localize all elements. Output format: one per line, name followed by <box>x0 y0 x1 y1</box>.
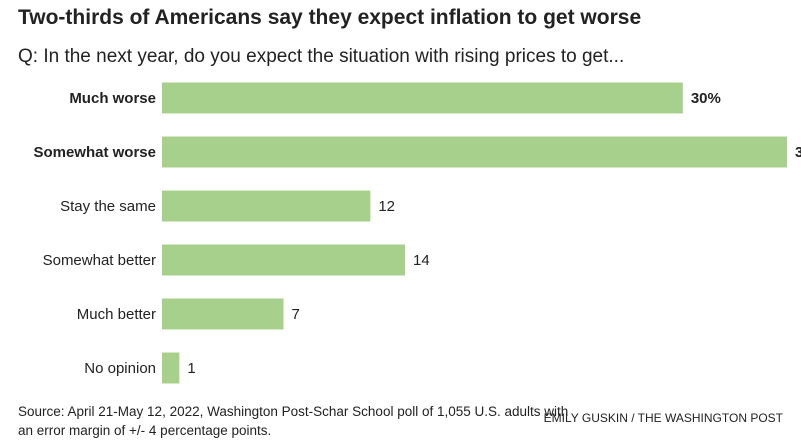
bar <box>162 82 683 114</box>
bar <box>162 244 406 276</box>
value-label: 30% <box>691 90 721 107</box>
value-label: 7 <box>292 306 300 323</box>
credit-line: EMILY GUSKIN / THE WASHINGTON POST <box>543 411 783 425</box>
chart-subtitle: Q: In the next year, do you expect the s… <box>18 46 625 67</box>
bar <box>162 298 284 330</box>
value-label: 12 <box>378 198 395 215</box>
source-note: Source: April 21-May 12, 2022, Washingto… <box>18 404 569 438</box>
bar <box>162 352 180 384</box>
category-label: Stay the same <box>60 198 156 215</box>
bar <box>162 190 371 222</box>
value-label: 1 <box>187 360 195 377</box>
bar-chart: Much worse 30% Somewhat worse 36 Stay the sa… <box>33 82 801 384</box>
value-label: 14 <box>413 252 430 269</box>
category-label: Much better <box>77 306 156 323</box>
category-label: No opinion <box>84 360 156 377</box>
category-label: Somewhat better <box>43 252 156 269</box>
value-label: 36 <box>795 144 801 161</box>
category-label: Somewhat worse <box>33 144 156 161</box>
chart-title: Two-thirds of Americans say they expect … <box>18 6 642 29</box>
bar <box>162 136 787 168</box>
category-label: Much worse <box>69 90 156 107</box>
